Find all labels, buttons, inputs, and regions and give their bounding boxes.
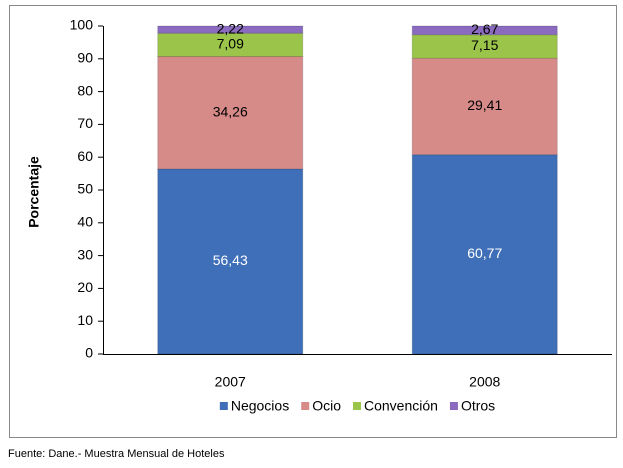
y-tick-label: 100 [70,17,94,33]
data-label: 34,26 [213,103,248,119]
bar-segment [411,154,558,355]
y-tick-label: 20 [77,279,93,295]
y-tick-label: 0 [85,345,93,361]
data-label: 7,09 [217,36,244,52]
legend-label: Ocio [312,398,341,414]
bar-segment [157,25,304,34]
data-label: 7,15 [471,37,498,53]
y-tick-label: 30 [77,246,93,262]
bar-segment [157,168,304,355]
y-tick-label: 70 [77,115,93,131]
legend-swatch [219,402,228,410]
data-label: 2,67 [471,21,498,37]
y-tick-label: 80 [77,82,93,98]
data-label: 60,77 [467,245,502,261]
x-tick-label: 2008 [469,374,500,390]
x-tick-label: 2007 [215,374,246,390]
legend-swatch [353,402,361,410]
y-tick-label: 40 [77,214,93,230]
y-tick-label: 10 [77,312,93,328]
y-tick-label: 60 [77,148,93,164]
data-label: 2,22 [217,20,244,36]
legend-swatch [449,402,458,410]
legend-label: Convención [364,398,438,414]
legend-label: Negocios [231,398,289,414]
bar-segment [157,56,304,170]
y-axis-label: Porcentaje [26,156,42,228]
y-tick-label: 50 [77,181,93,197]
data-label: 56,43 [213,252,248,268]
legend-swatch [301,402,310,410]
source-note: Fuente: Dane.- Muestra Mensual de Hotele… [8,448,225,460]
data-label: 29,41 [467,97,502,113]
bar-segment [411,25,558,36]
legend-label: Otros [461,398,495,414]
y-tick-label: 90 [77,50,93,66]
